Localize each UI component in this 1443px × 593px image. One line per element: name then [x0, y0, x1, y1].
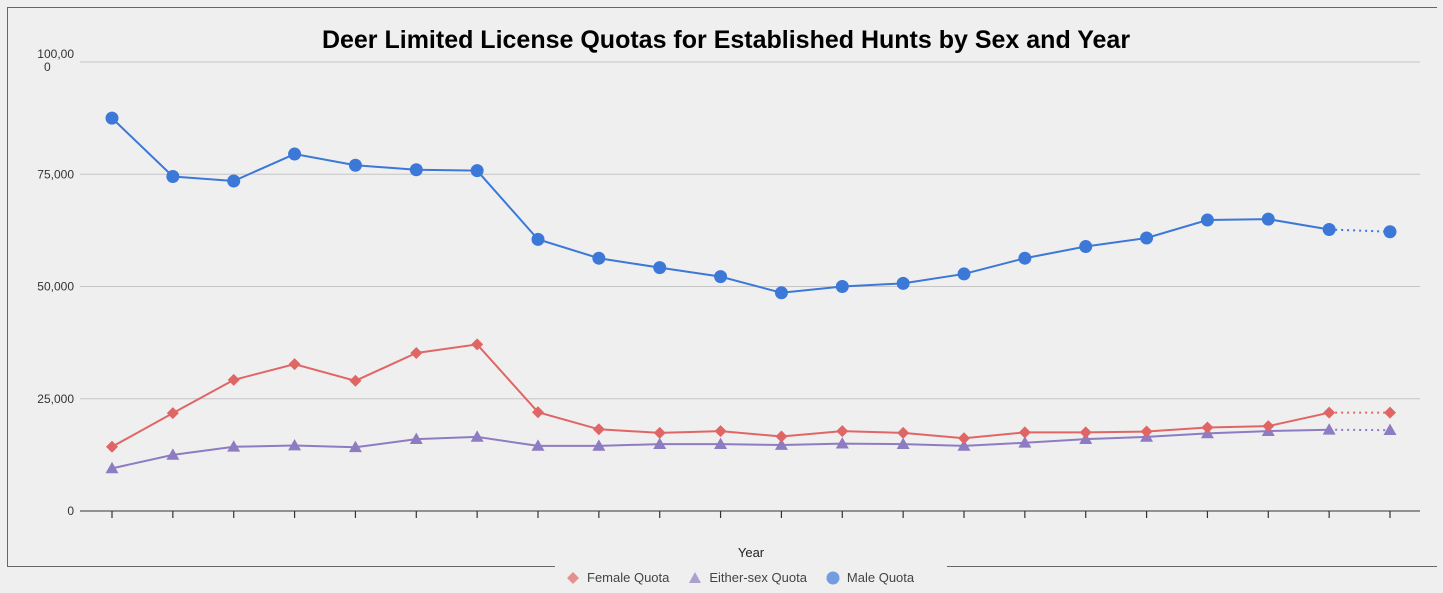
legend-item-either-sex-quota: Either-sex Quota	[687, 570, 807, 586]
data-point-either-sex-quota	[592, 439, 606, 451]
series-dotted-segment-male-quota	[1329, 228, 1391, 233]
data-point-female-quota	[653, 426, 666, 439]
data-point-female-quota	[166, 407, 179, 420]
data-point-male-quota	[166, 169, 180, 183]
data-point-female-quota	[471, 338, 484, 351]
data-point-male-quota	[105, 111, 119, 125]
data-point-either-sex-quota	[409, 432, 423, 445]
series-female-quota	[106, 338, 1396, 453]
data-point-female-quota	[836, 425, 849, 438]
data-point-female-quota	[714, 425, 727, 438]
data-point-male-quota	[470, 164, 484, 178]
legend-label: Either-sex Quota	[709, 570, 807, 585]
data-point-either-sex-quota	[1322, 423, 1336, 435]
data-point-female-quota	[349, 374, 362, 387]
data-point-either-sex-quota	[835, 437, 849, 449]
data-point-male-quota	[1261, 212, 1275, 226]
data-point-female-quota	[288, 358, 301, 371]
data-point-male-quota	[1383, 225, 1397, 239]
data-point-female-quota	[410, 346, 423, 359]
data-point-female-quota	[1018, 426, 1031, 439]
data-point-female-quota	[1079, 426, 1092, 439]
legend-marker-either-sex-quota-icon	[689, 571, 702, 583]
data-point-male-quota	[592, 251, 606, 265]
legend-label: Female Quota	[587, 570, 670, 585]
data-point-female-quota	[958, 432, 970, 445]
data-point-male-quota	[1079, 240, 1093, 254]
data-point-female-quota	[106, 440, 118, 453]
y-tick-label: 75,000	[37, 167, 74, 181]
y-tick-label: 25,000	[37, 392, 74, 406]
data-point-female-quota	[1140, 425, 1153, 438]
data-point-female-quota	[1262, 420, 1275, 433]
chart-title: Deer Limited License Quotas for Establis…	[322, 26, 1130, 54]
data-point-female-quota	[1384, 406, 1396, 419]
data-point-female-quota	[1201, 421, 1214, 434]
data-point-either-sex-quota	[896, 437, 910, 449]
data-point-either-sex-quota	[714, 437, 728, 449]
data-point-either-sex-quota	[531, 439, 545, 451]
data-point-male-quota	[896, 276, 910, 290]
legend-marker-male-quota-icon	[826, 571, 840, 584]
data-point-either-sex-quota	[1383, 423, 1397, 436]
data-point-male-quota	[531, 232, 545, 246]
data-point-male-quota	[227, 174, 241, 188]
data-point-male-quota	[1200, 213, 1214, 227]
data-point-male-quota	[957, 267, 971, 281]
data-point-female-quota	[532, 406, 544, 419]
data-point-male-quota	[409, 163, 423, 177]
series-male-quota	[105, 111, 1397, 300]
series-line-male-quota	[111, 117, 1330, 294]
data-point-either-sex-quota	[227, 440, 241, 452]
data-point-male-quota	[774, 286, 788, 300]
data-point-female-quota	[592, 423, 605, 436]
y-tick-label: 0	[67, 504, 74, 518]
data-point-male-quota	[653, 261, 667, 275]
data-point-male-quota	[1322, 222, 1336, 236]
data-point-female-quota	[775, 430, 788, 443]
legend-marker-female-quota-icon	[567, 571, 579, 584]
data-point-male-quota	[288, 147, 302, 161]
data-point-either-sex-quota	[470, 430, 484, 442]
data-point-male-quota	[835, 280, 849, 293]
data-point-either-sex-quota	[288, 438, 302, 451]
data-point-male-quota	[348, 158, 362, 172]
data-point-either-sex-quota	[348, 440, 362, 453]
data-point-either-sex-quota	[166, 448, 180, 460]
data-point-either-sex-quota	[774, 438, 788, 450]
data-point-male-quota	[1018, 251, 1032, 265]
y-tick-label: 50,000	[37, 280, 74, 294]
legend-item-male-quota: Male Quota	[825, 570, 914, 586]
data-point-female-quota	[1323, 406, 1336, 419]
data-point-female-quota	[897, 426, 910, 439]
data-point-either-sex-quota	[1018, 436, 1032, 448]
x-axis-label: Year	[738, 545, 765, 560]
legend-item-female-quota: Female Quota	[565, 570, 669, 586]
chart-legend: Female Quota Either-sex Quota Male Quota	[555, 562, 947, 593]
data-point-female-quota	[227, 373, 240, 386]
data-point-either-sex-quota	[105, 461, 119, 474]
data-point-either-sex-quota	[653, 437, 667, 449]
series-either-sex-quota	[105, 423, 1397, 474]
y-tick-label: 100,00 0	[37, 47, 74, 74]
data-point-male-quota	[1140, 231, 1154, 245]
data-point-male-quota	[714, 270, 728, 284]
legend-label: Male Quota	[846, 570, 915, 585]
data-point-either-sex-quota	[957, 439, 971, 451]
